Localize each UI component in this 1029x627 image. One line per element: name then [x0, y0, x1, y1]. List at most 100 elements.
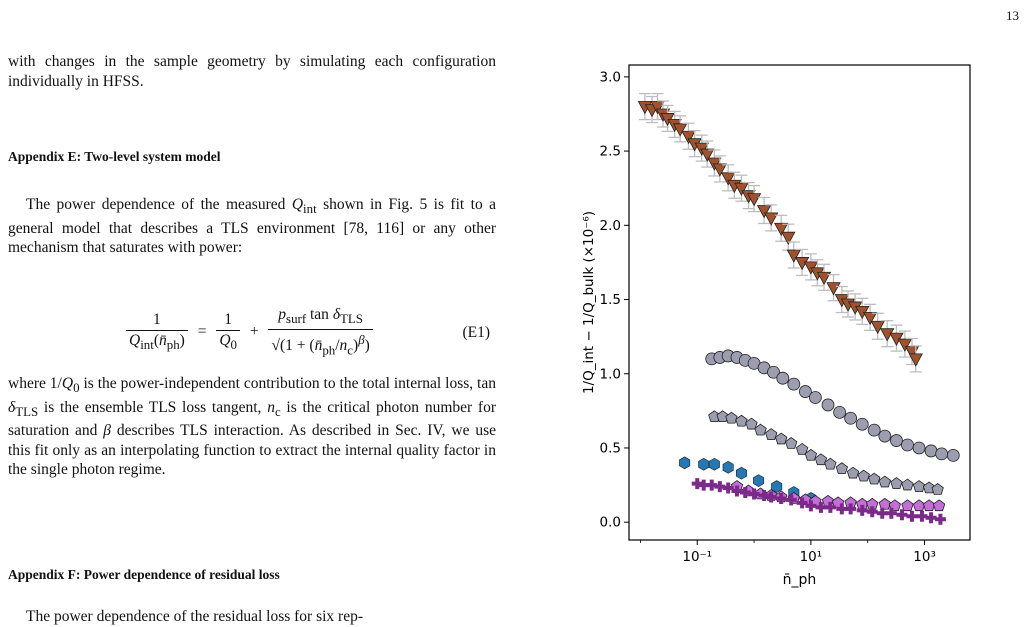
paragraph-f1: The power dependence of the residual los… — [26, 608, 364, 625]
data-point-pentagon — [868, 472, 881, 485]
data-point-plus — [805, 500, 817, 512]
data-point-circle — [776, 371, 790, 385]
data-point-triangle — [764, 212, 779, 226]
data-point-circle — [935, 447, 949, 461]
data-point-pentagon — [754, 423, 767, 436]
x-tick-label: 10¹ — [800, 549, 823, 565]
y-tick-label: 2.0 — [600, 218, 621, 234]
data-point-triangle — [897, 338, 913, 352]
data-point-circle — [890, 434, 903, 447]
data-point-pentagon — [846, 466, 860, 479]
paragraph-e1: The power dependence of the measured Qin… — [8, 196, 497, 257]
data-point-pentagon — [878, 497, 892, 510]
data-point-triangle — [756, 205, 772, 219]
data-point-pentagon — [890, 477, 903, 489]
data-point-pentagon — [835, 462, 849, 475]
paragraph-e2: where 1/Q0 is the power-independent cont… — [8, 375, 497, 479]
data-point-plus — [934, 513, 946, 525]
data-point-plus — [748, 488, 760, 500]
x-axis-label: n̄_ph — [783, 572, 817, 588]
data-point-plus — [722, 482, 734, 494]
data-point-triangle — [700, 148, 715, 162]
y-tick-label: 3.0 — [600, 69, 621, 85]
equation-body: 1 Qint(n̄ph) = 1 Q0 + psurf tan δTLS √(1 + … — [126, 305, 373, 359]
data-point-plus — [885, 507, 897, 519]
data-point-triangle — [862, 311, 878, 326]
data-point-pentagon — [725, 411, 738, 424]
data-point-pentagon — [795, 442, 809, 455]
x-tick-label: 10³ — [913, 549, 936, 565]
data-point-circle — [855, 417, 869, 431]
data-point-circle — [946, 448, 960, 462]
page-number: 13 — [1006, 8, 1019, 23]
data-point-hexagon — [753, 474, 765, 487]
data-point-pentagon — [764, 428, 778, 440]
y-tick-label: 0.5 — [600, 440, 621, 456]
y-tick-label: 2.5 — [600, 144, 621, 160]
data-point-circle — [787, 377, 801, 391]
data-point-hexagon — [735, 466, 747, 480]
data-point-triangle — [816, 271, 832, 286]
y-tick-label: 1.5 — [600, 292, 621, 308]
data-point-plus — [896, 509, 908, 521]
data-point-circle — [767, 365, 780, 379]
data-point-pentagon — [932, 499, 946, 512]
data-point-triangle — [681, 130, 696, 145]
data-point-circle — [878, 429, 892, 443]
y-tick-label: 0.0 — [600, 515, 621, 531]
data-point-pentagon — [857, 469, 870, 482]
data-point-plus — [856, 504, 868, 516]
residual-loss-chart: 0.0 0.5 1.0 1.5 2.0 2.5 3.0 10⁻¹ 10¹ 10³ n̄_ph 1/Q_… — [576, 56, 996, 596]
data-point-plus — [866, 506, 878, 518]
data-point-triangle — [870, 320, 885, 335]
data-point-pentagon — [716, 410, 729, 423]
data-point-circle — [844, 411, 858, 425]
data-point-plus — [845, 503, 857, 515]
data-point-plus — [906, 510, 918, 522]
data-point-circle — [867, 423, 881, 437]
data-point-hexagon — [708, 457, 720, 471]
appendix-f-heading: Appendix F: Power dependence of residual… — [8, 567, 280, 582]
data-point-plus — [815, 501, 827, 513]
data-point-pentagon — [901, 478, 914, 491]
data-point-pentagon — [745, 417, 758, 430]
y-axis-label: 1/Q_int − 1/Q_bulk (×10⁻⁶) — [581, 211, 597, 394]
data-point-plus — [925, 512, 937, 524]
data-point-pentagon — [814, 453, 828, 466]
paragraph-intro: with changes in the sample geometry by s… — [8, 53, 496, 90]
data-point-triangle — [786, 249, 801, 263]
data-point-circle — [912, 441, 926, 455]
data-point-pentagon — [824, 457, 837, 470]
data-point-plus — [796, 497, 808, 509]
x-tick-label: 10⁻¹ — [682, 549, 712, 565]
data-point-hexagon — [679, 456, 691, 470]
data-point-plus — [824, 501, 836, 513]
data-point-plus — [765, 491, 777, 503]
data-point-pentagon — [912, 480, 926, 492]
data-point-pentagon — [901, 499, 914, 512]
data-point-pentagon — [785, 437, 798, 449]
data-point-triangle — [672, 123, 688, 137]
equation-label: (E1) — [462, 324, 490, 341]
y-tick-label: 1.0 — [600, 366, 621, 382]
data-point-triangle — [908, 353, 923, 367]
data-point-plus — [785, 494, 797, 506]
data-point-circle — [821, 398, 835, 412]
data-point-plus — [775, 492, 787, 504]
data-point-circle — [901, 438, 914, 452]
data-point-triangle — [826, 282, 841, 296]
data-point-hexagon — [771, 480, 783, 493]
data-point-hexagon — [698, 457, 710, 471]
chart-svg: 0.0 0.5 1.0 1.5 2.0 2.5 3.0 10⁻¹ 10¹ 10³ n̄_ph 1/Q_… — [581, 64, 971, 588]
data-point-circle — [833, 405, 847, 419]
appendix-e-heading: Appendix E: Two-level system model — [8, 149, 221, 164]
data-point-circle — [924, 444, 938, 458]
data-point-triangle — [746, 193, 762, 207]
equation-e1: 1 Qint(n̄ph) = 1 Q0 + psurf tan δTLS √(1 + … — [8, 305, 496, 365]
data-point-pentagon — [931, 483, 944, 495]
data-point-pentagon — [775, 432, 788, 445]
data-point-circle — [809, 391, 822, 404]
data-point-pentagon — [922, 481, 936, 494]
data-point-pentagon — [878, 475, 892, 488]
data-point-triangle — [774, 222, 789, 237]
